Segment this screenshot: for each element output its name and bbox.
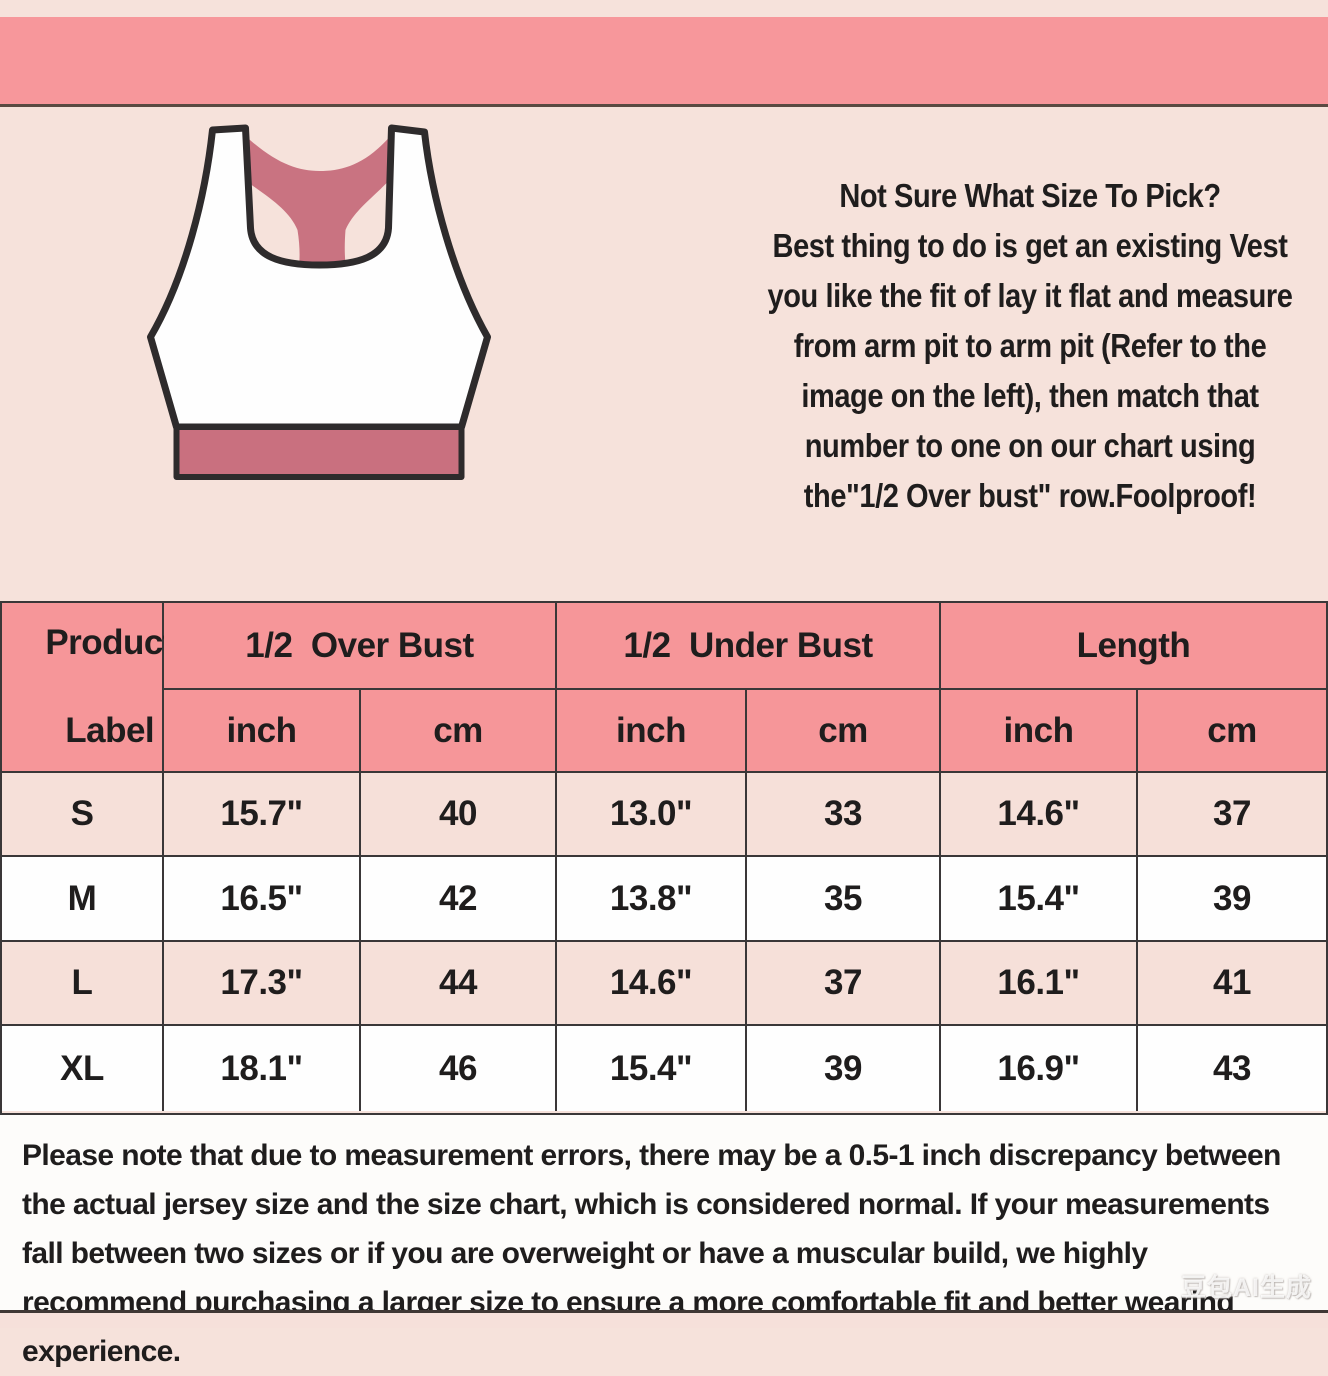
- intro-section: Not Sure What Size To Pick? Best thing t…: [0, 107, 1328, 601]
- corner-header-line1: Product: [45, 623, 175, 662]
- top-margin-strip: [0, 0, 1328, 17]
- table-cell: 15.4": [557, 1026, 747, 1111]
- table-cell: 37: [1138, 773, 1326, 857]
- unit-header-inch: inch: [557, 690, 747, 773]
- column-group-under-bust: 1/2 Under Bust: [557, 603, 941, 690]
- table-cell: 16.1": [941, 942, 1138, 1026]
- unit-header-inch: inch: [941, 690, 1138, 773]
- size-row-label: XL: [2, 1026, 164, 1111]
- table-cell: 35: [747, 857, 941, 942]
- ai-generated-watermark: 豆包AI生成: [1180, 1274, 1312, 1302]
- sizing-instructions-heading: Not Sure What Size To Pick?: [839, 177, 1221, 214]
- table-cell: 15.4": [941, 857, 1138, 942]
- size-row-label: L: [2, 942, 164, 1026]
- header-accent-bar: [0, 17, 1328, 107]
- sizing-instructions-line: you like the fit of lay it flat and meas…: [767, 277, 1293, 314]
- table-cell: 14.6": [557, 942, 747, 1026]
- table-cell: 16.5": [164, 857, 361, 942]
- unit-header-cm: cm: [361, 690, 557, 773]
- table-cell: 33: [747, 773, 941, 857]
- column-group-over-bust: 1/2 Over Bust: [164, 603, 557, 690]
- sizing-instructions: Not Sure What Size To Pick? Best thing t…: [700, 171, 1328, 521]
- corner-header-line2: Label: [65, 711, 155, 750]
- table-cell: 14.6": [941, 773, 1138, 857]
- table-cell: 18.1": [164, 1026, 361, 1111]
- table-corner-header: Product Label: [2, 603, 175, 773]
- sizing-instructions-line: from arm pit to arm pit (Refer to the: [793, 327, 1267, 364]
- table-cell: 17.3": [164, 942, 361, 1026]
- sizing-instructions-line: the"1/2 Over bust" row.Foolproof!: [803, 477, 1257, 514]
- unit-header-cm: cm: [747, 690, 941, 773]
- table-cell: 42: [361, 857, 557, 942]
- measurement-disclaimer-text: Please note that due to measurement erro…: [22, 1139, 1281, 1368]
- table-cell: 37: [747, 942, 941, 1026]
- unit-header-inch: inch: [164, 690, 361, 773]
- size-row-label: M: [2, 857, 164, 942]
- measurement-disclaimer: Please note that due to measurement erro…: [0, 1115, 1328, 1368]
- table-cell: 40: [361, 773, 557, 857]
- table-cell: 16.9": [941, 1026, 1138, 1111]
- table-cell: 13.0": [557, 773, 747, 857]
- table-cell: 44: [361, 942, 557, 1026]
- table-cell: 39: [747, 1026, 941, 1111]
- table-cell: 13.8": [557, 857, 747, 942]
- sizing-instructions-line: image on the left), then match that: [801, 377, 1259, 414]
- sports-bra-illustration-icon: [147, 124, 491, 480]
- bottom-margin-strip: [0, 1310, 1328, 1328]
- size-row-label: S: [2, 773, 164, 857]
- sizing-instructions-line: Best thing to do is get an existing Vest: [772, 227, 1288, 264]
- table-cell: 43: [1138, 1026, 1326, 1111]
- unit-header-cm: cm: [1138, 690, 1326, 773]
- table-cell: 41: [1138, 942, 1326, 1026]
- sizing-instructions-line: number to one on our chart using: [804, 427, 1256, 464]
- table-cell: 46: [361, 1026, 557, 1111]
- table-cell: 39: [1138, 857, 1326, 942]
- column-group-length: Length: [941, 603, 1326, 690]
- table-cell: 15.7": [164, 773, 361, 857]
- size-chart-table: Product Label 1/2 Over Bust 1/2 Under Bu…: [0, 601, 1328, 1115]
